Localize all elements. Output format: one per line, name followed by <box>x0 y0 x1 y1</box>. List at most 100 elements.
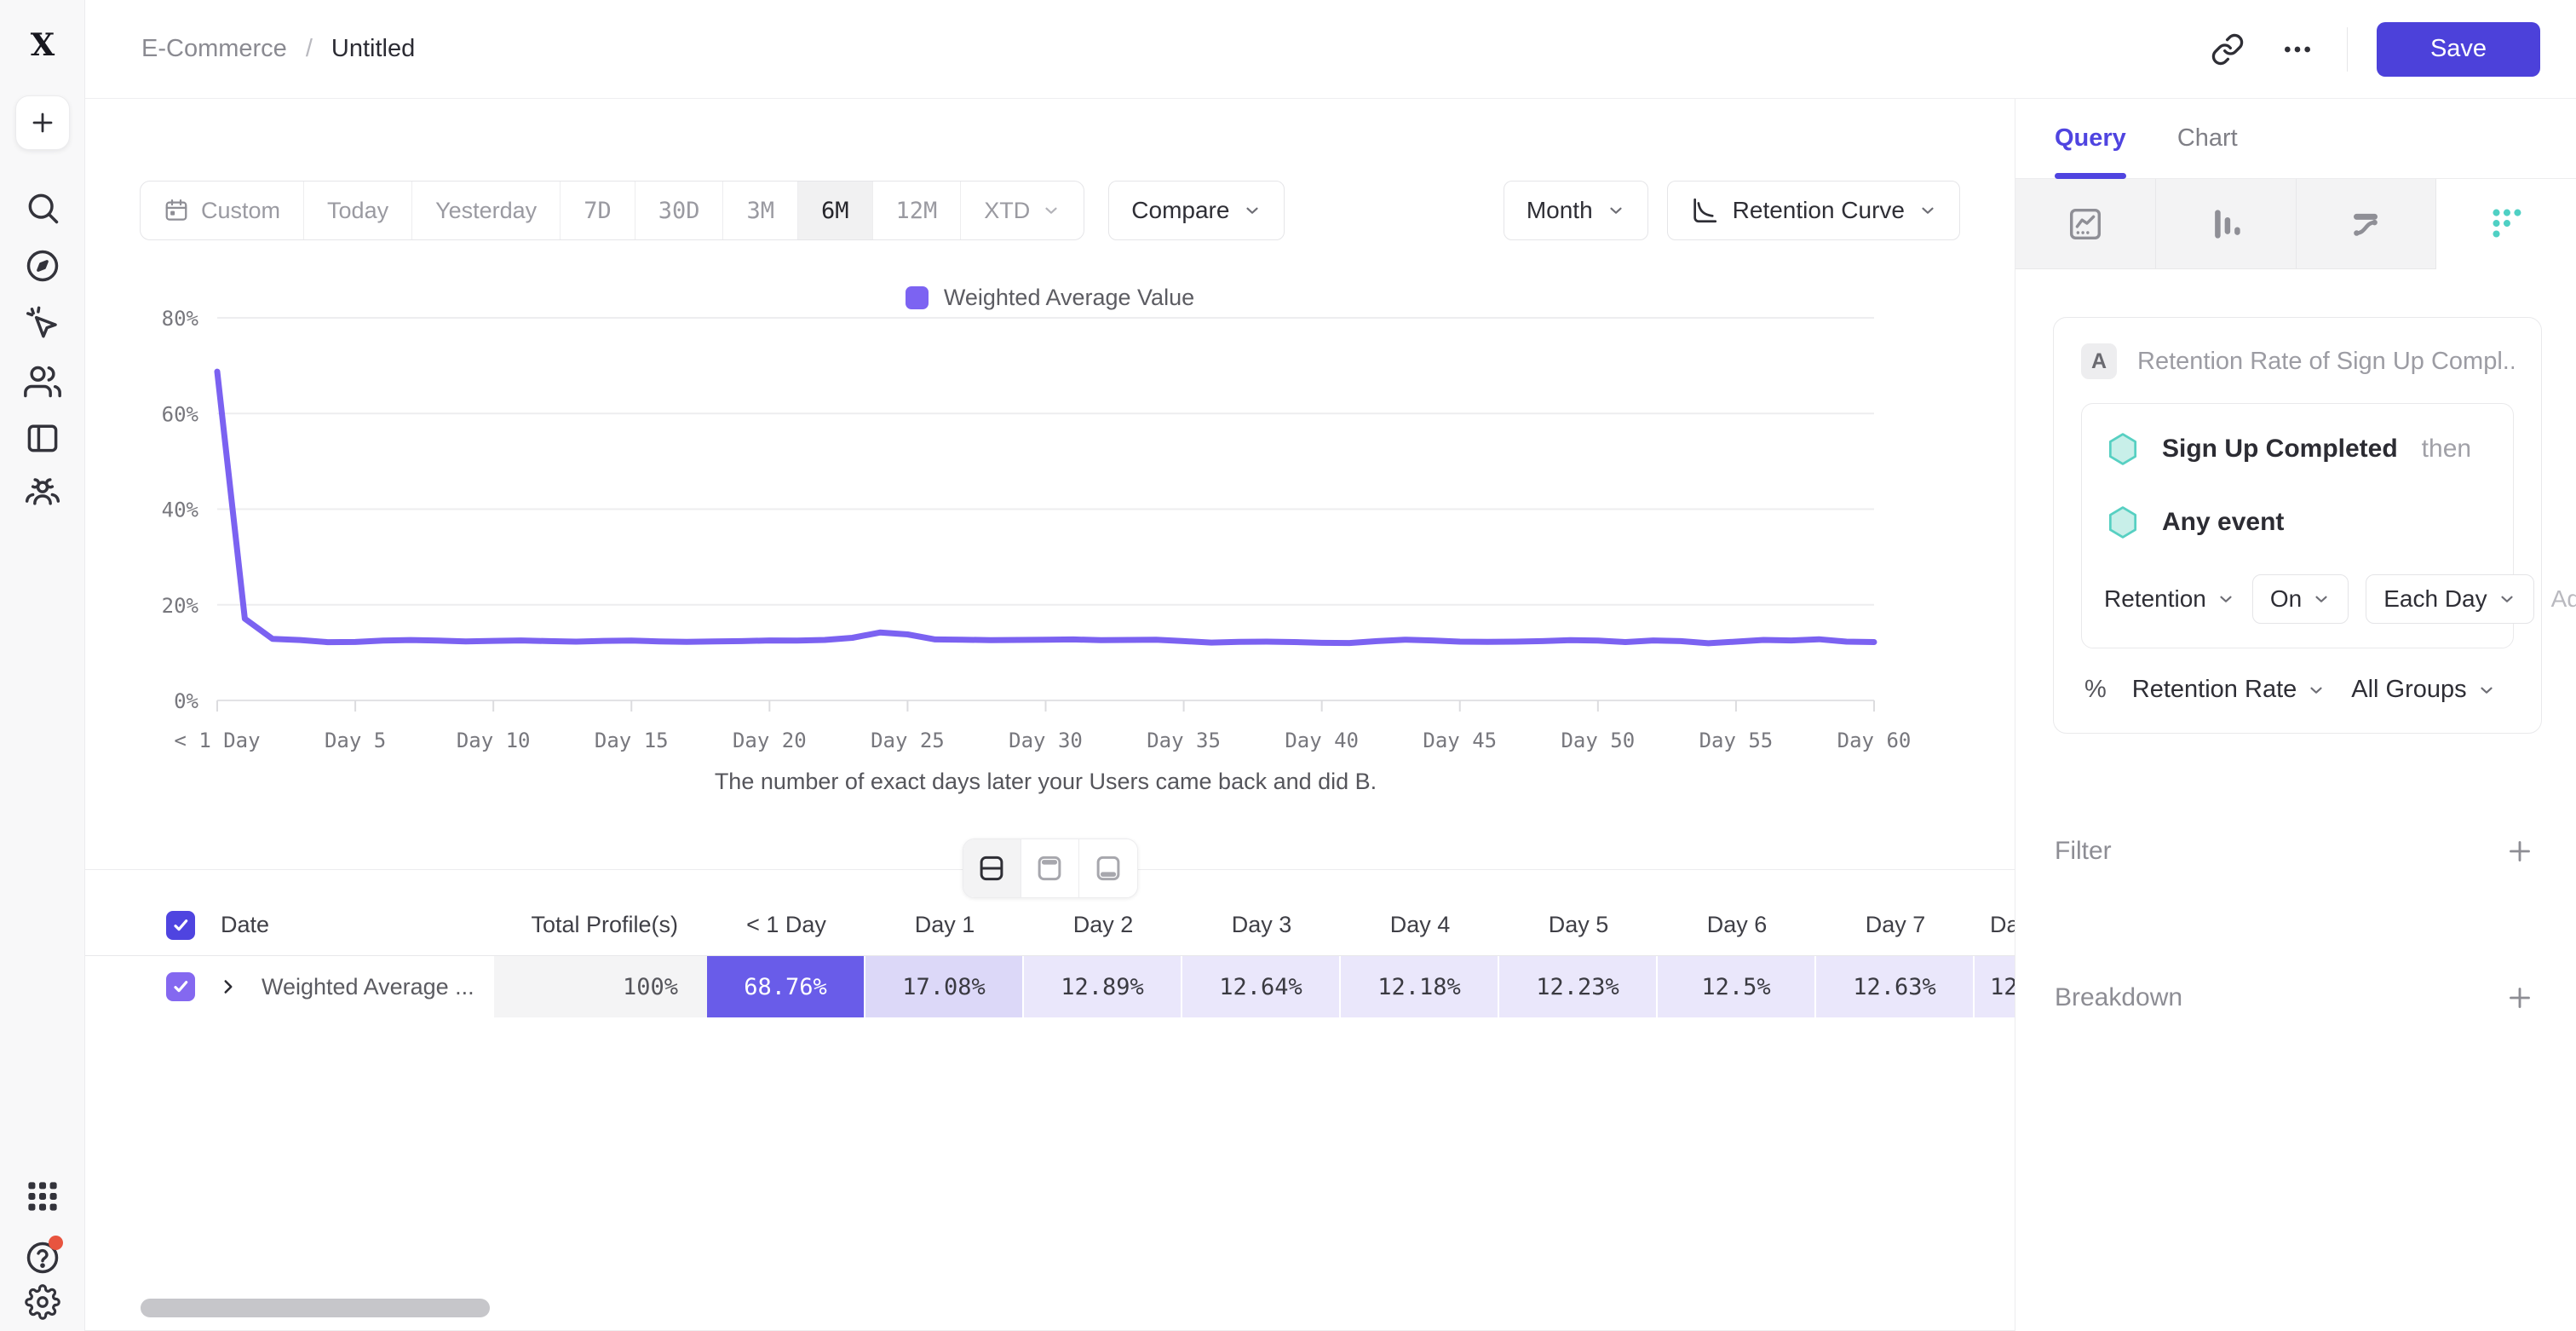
notification-dot <box>48 1236 63 1250</box>
criteria-dropdown[interactable]: Retention <box>2104 585 2235 613</box>
save-button[interactable]: Save <box>2377 21 2540 77</box>
measure-dropdown[interactable]: Retention Rate <box>2132 676 2326 704</box>
copy-link-icon[interactable] <box>2207 29 2248 70</box>
cohorts-icon[interactable] <box>24 474 61 511</box>
split-view-button[interactable] <box>963 839 1021 897</box>
svg-text:60%: 60% <box>162 402 199 426</box>
cell-day5[interactable]: 12.23% <box>1499 956 1658 1017</box>
mixpanel-logo-icon[interactable]: X <box>24 26 61 65</box>
cell-day2[interactable]: 12.89% <box>1024 956 1182 1017</box>
users-icon[interactable] <box>23 363 61 400</box>
return-event-name: Any event <box>2162 508 2285 536</box>
cell-day7[interactable]: 12.63% <box>1816 956 1975 1017</box>
add-breakdown-icon[interactable] <box>2504 982 2535 1013</box>
chevron-down-icon <box>2220 596 2232 602</box>
col-header-date[interactable]: Date <box>221 912 270 937</box>
report-type-retention-icon[interactable] <box>2436 179 2576 269</box>
retention-line-chart[interactable]: 0% 20% 40% 60% 80% < 1 Day Day 5 Day 10 Day 15 Da… <box>85 278 2015 755</box>
col-header-day7[interactable]: Day 7 <box>1865 912 1926 937</box>
select-all-checkbox[interactable] <box>166 910 195 940</box>
topbar-divider <box>2347 26 2348 72</box>
range-7d[interactable]: 7D <box>561 182 635 239</box>
chart-type-dropdown[interactable]: Retention Curve <box>1666 181 1960 240</box>
on-dropdown[interactable]: On <box>2251 574 2349 624</box>
cell-day8[interactable]: 12.4% <box>1975 956 2015 1017</box>
col-header-total-profiles[interactable]: Total Profile(s) <box>531 912 678 937</box>
range-12m[interactable]: 12M <box>873 182 962 239</box>
svg-text:0%: 0% <box>174 689 198 713</box>
chart-caption: The number of exact days later your User… <box>714 769 1377 794</box>
more-options-icon[interactable] <box>2277 29 2318 70</box>
expand-row-chevron-icon[interactable] <box>217 976 239 998</box>
first-event-row[interactable]: Sign Up Completed then <box>2104 429 2491 469</box>
range-custom[interactable]: Custom <box>141 182 305 239</box>
breadcrumb-project[interactable]: E-Commerce <box>141 35 287 62</box>
svg-text:< 1 Day: < 1 Day <box>174 729 260 752</box>
col-header-day4[interactable]: Day 4 <box>1389 912 1451 937</box>
tab-chart[interactable]: Chart <box>2176 124 2238 152</box>
report-type-switcher <box>2015 179 2576 269</box>
apps-grid-icon[interactable] <box>24 1178 61 1215</box>
tab-query[interactable]: Query <box>2055 99 2126 179</box>
return-event-row[interactable]: Any event <box>2104 503 2491 542</box>
report-type-flows-icon[interactable] <box>2296 179 2437 269</box>
col-header-day6[interactable]: Day 6 <box>1706 912 1768 937</box>
report-type-funnels-icon[interactable] <box>2155 179 2297 269</box>
svg-text:Day 45: Day 45 <box>1423 729 1497 752</box>
cell-day1[interactable]: 17.08% <box>865 956 1024 1017</box>
col-header-lt1day[interactable]: < 1 Day <box>746 912 826 937</box>
col-header-day5[interactable]: Day 5 <box>1548 912 1609 937</box>
chart-only-view-button[interactable] <box>1021 839 1079 897</box>
cell-day4[interactable]: 12.18% <box>1341 956 1499 1017</box>
then-label: then <box>2421 435 2472 463</box>
plus-icon <box>32 112 52 133</box>
table-row: Weighted Average ... 100% 68.76% 17.08% … <box>85 956 2015 1017</box>
query-title[interactable]: Retention Rate of Sign Up Compl... <box>2137 347 2514 375</box>
chart-legend[interactable]: Weighted Average Value <box>85 285 2015 311</box>
horizontal-scrollbar-thumb[interactable] <box>141 1299 490 1317</box>
svg-text:X: X <box>30 26 55 63</box>
events-cursor-icon[interactable] <box>24 305 61 343</box>
cell-lt1day[interactable]: 68.76% <box>707 956 865 1017</box>
granularity-dropdown[interactable]: Month <box>1503 181 1648 240</box>
range-6m[interactable]: 6M <box>798 182 873 239</box>
groups-dropdown[interactable]: All Groups <box>2351 676 2495 704</box>
cell-day6[interactable]: 12.5% <box>1658 956 1816 1017</box>
legend-label: Weighted Average Value <box>943 285 1195 310</box>
search-icon[interactable] <box>24 189 61 227</box>
first-event-name: Sign Up Completed <box>2162 435 2398 463</box>
col-header-day8[interactable]: Day 8 <box>1990 912 2015 937</box>
row-checkbox[interactable] <box>166 972 195 1001</box>
col-header-day3[interactable]: Day 3 <box>1231 912 1292 937</box>
add-filter-icon[interactable] <box>2504 836 2535 867</box>
range-yesterday[interactable]: Yesterday <box>412 182 561 239</box>
range-xtd[interactable]: XTD <box>961 182 1084 239</box>
explore-compass-icon[interactable] <box>24 247 61 285</box>
col-header-day1[interactable]: Day 1 <box>914 912 975 937</box>
col-header-day2[interactable]: Day 2 <box>1072 912 1134 937</box>
boards-icon[interactable] <box>24 419 61 457</box>
interval-dropdown[interactable]: Each Day <box>2366 574 2534 624</box>
help-icon[interactable] <box>24 1236 63 1276</box>
top-panel-view-icon <box>1038 856 1061 881</box>
svg-text:Day 25: Day 25 <box>871 729 945 752</box>
cell-day3[interactable]: 12.64% <box>1182 956 1341 1017</box>
range-today[interactable]: Today <box>304 182 413 239</box>
range-3m[interactable]: 3M <box>723 182 798 239</box>
row-label[interactable]: Weighted Average ... <box>262 973 474 1000</box>
chevron-down-icon <box>1246 207 1259 214</box>
compare-button[interactable]: Compare <box>1108 181 1285 240</box>
breadcrumb-report-title[interactable]: Untitled <box>331 35 416 62</box>
cell-total-profiles[interactable]: 100% <box>494 956 707 1017</box>
create-new-button[interactable] <box>14 95 70 150</box>
table-header-row: Date Total Profile(s) < 1 Day Day 1 Day … <box>85 895 2015 956</box>
range-30d[interactable]: 30D <box>635 182 724 239</box>
advanced-dropdown[interactable]: Adv... <box>2550 585 2576 612</box>
report-type-insights-icon[interactable] <box>2015 179 2156 269</box>
report-canvas: Custom Today Yesterday 7D 30D 3M 6M 12M … <box>85 99 2015 1331</box>
breadcrumb: E-Commerce / Untitled <box>141 35 415 63</box>
svg-text:Day 30: Day 30 <box>1009 729 1083 752</box>
settings-gear-icon[interactable] <box>24 1283 61 1321</box>
table-only-view-button[interactable] <box>1078 839 1137 897</box>
